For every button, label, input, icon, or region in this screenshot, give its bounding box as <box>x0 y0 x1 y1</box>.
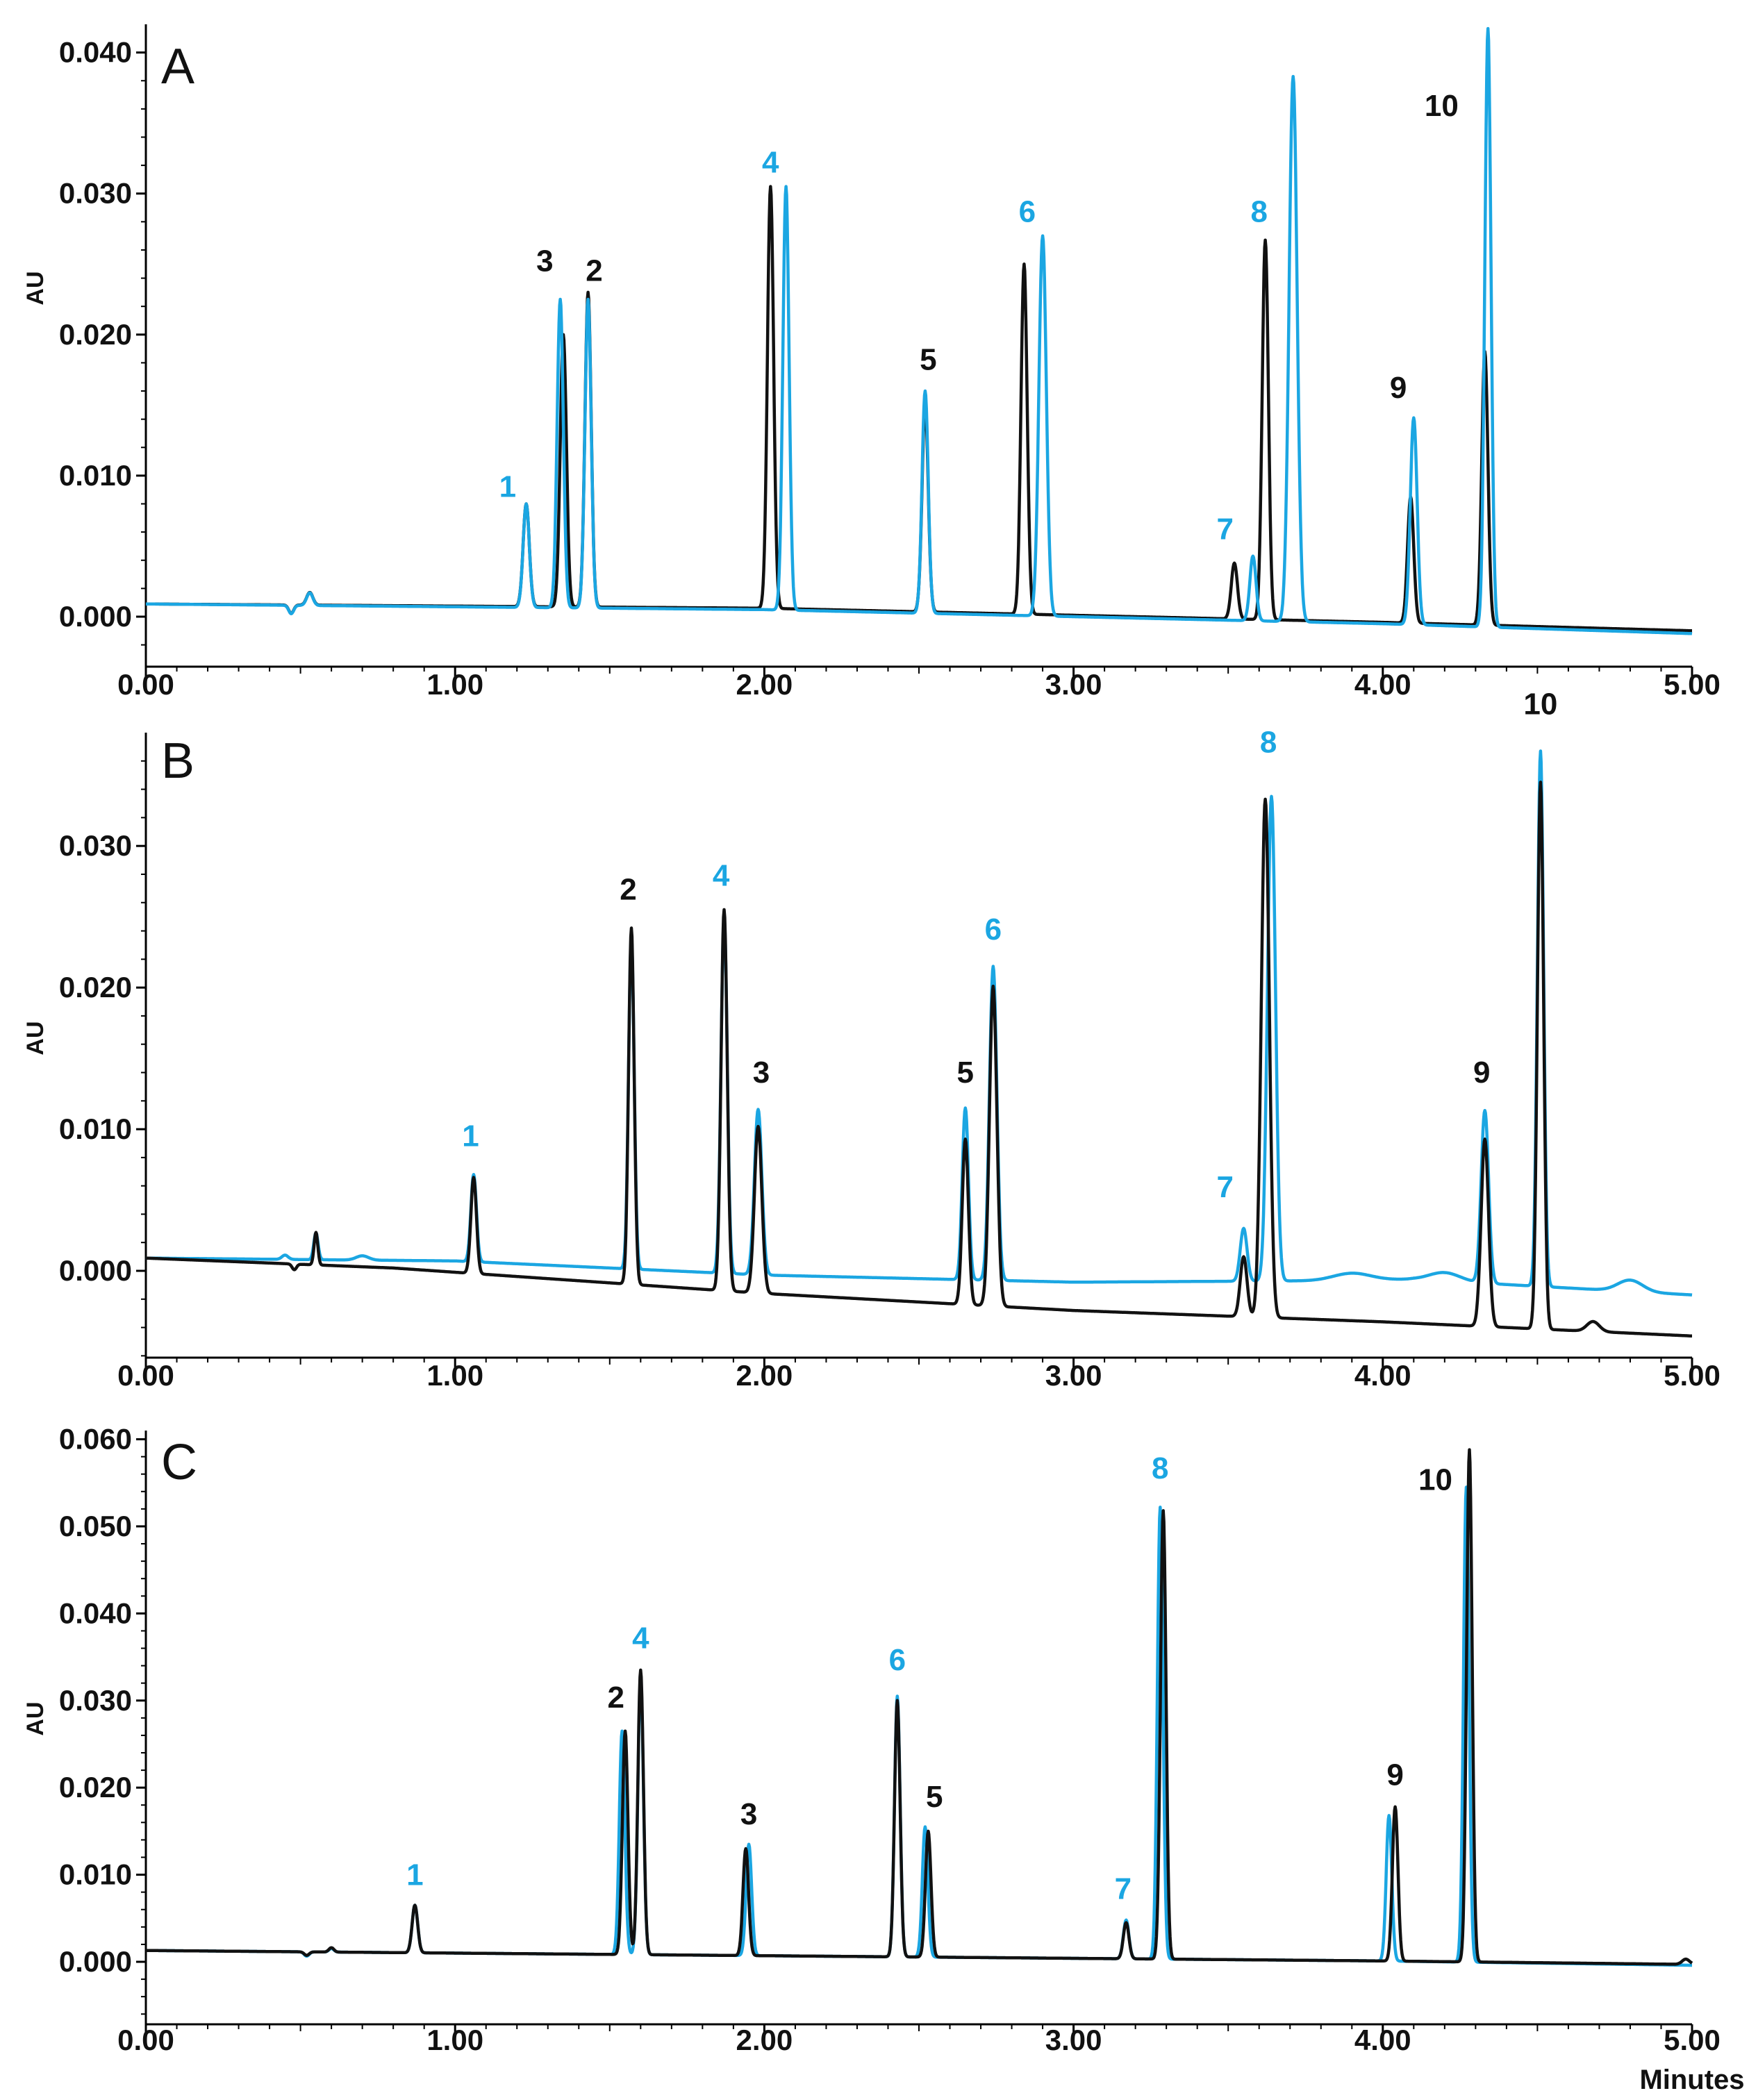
peak-label: 3 <box>753 1056 770 1090</box>
y-axis-label: AU <box>22 271 49 305</box>
y-tick-label: 0.030 <box>59 829 132 862</box>
peak-label: 3 <box>740 1797 757 1831</box>
trace-blue <box>144 1485 1693 1967</box>
y-tick-label: 0.010 <box>59 459 132 492</box>
x-tick-label: 4.00 <box>1354 668 1411 701</box>
x-tick-label: 1.00 <box>426 1359 483 1392</box>
peak-label: 9 <box>1390 371 1407 405</box>
peak-label: 4 <box>632 1622 649 1656</box>
peak-label: 6 <box>985 912 1002 947</box>
x-tick-label: 4.00 <box>1354 2024 1411 2056</box>
peak-label: 4 <box>713 858 730 892</box>
y-tick-label: 0.000 <box>59 600 132 633</box>
peak-label: 9 <box>1473 1056 1490 1090</box>
x-tick-label: 5.00 <box>1664 1359 1721 1392</box>
x-tick-label: 5.00 <box>1664 668 1721 701</box>
peak-label: 2 <box>607 1681 624 1715</box>
x-tick-label: 1.00 <box>426 668 483 701</box>
y-tick-label: 0.050 <box>59 1510 132 1542</box>
trace-black <box>144 781 1693 1338</box>
x-tick-label: 0.00 <box>117 1359 174 1392</box>
peak-label: 3 <box>536 244 553 278</box>
y-tick-label: 0.020 <box>59 1771 132 1803</box>
y-tick-label: 0.010 <box>59 1858 132 1891</box>
x-tick-label: 4.00 <box>1354 1359 1411 1392</box>
x-tick-label: 3.00 <box>1045 668 1102 701</box>
peak-label: 7 <box>1217 1170 1234 1204</box>
peak-label: 2 <box>586 254 602 288</box>
x-tick-label: 2.00 <box>736 2024 793 2056</box>
y-tick-label: 0.040 <box>59 1597 132 1629</box>
peak-label: 4 <box>762 145 779 179</box>
trace-black <box>144 1448 1693 1966</box>
x-tick-label: 0.00 <box>117 668 174 701</box>
peak-label: 5 <box>957 1056 974 1090</box>
trace-blue <box>144 26 1693 635</box>
peak-label: 7 <box>1115 1872 1132 1906</box>
x-tick-label: 3.00 <box>1045 1359 1102 1392</box>
x-axis-label: Minutes <box>1639 2065 1744 2095</box>
peak-label: 10 <box>1425 89 1459 123</box>
trace-blue <box>144 749 1693 1297</box>
peak-label: 1 <box>406 1858 423 1892</box>
panel-c: 0.00 1.00 2.00 3.00 4.00 5.00 0.000 0.010 0.020 0… <box>22 1423 1745 2095</box>
y-tick-label: 0.000 <box>59 1945 132 1978</box>
y-tick-label: 0.020 <box>59 318 132 351</box>
peak-label: 5 <box>926 1780 943 1814</box>
y-tick-label: 0.040 <box>59 36 132 69</box>
peak-label: 1 <box>462 1119 479 1153</box>
peak-label: 10 <box>1418 1462 1452 1497</box>
y-tick-label: 0.020 <box>59 971 132 1003</box>
x-tick-label: 2.00 <box>736 668 793 701</box>
peak-label: 10 <box>1523 687 1557 721</box>
x-tick-label: 5.00 <box>1664 2024 1721 2056</box>
x-tick-label: 3.00 <box>1045 2024 1102 2056</box>
peak-label: 8 <box>1260 726 1277 760</box>
y-tick-label: 0.030 <box>59 1684 132 1717</box>
peak-label: 6 <box>1019 194 1036 228</box>
x-tick-label: 2.00 <box>736 1359 793 1392</box>
y-axis-label: AU <box>22 1021 49 1055</box>
peak-label: 5 <box>920 343 936 377</box>
y-tick-label: 0.060 <box>59 1423 132 1456</box>
peak-label: 8 <box>1152 1451 1168 1485</box>
peak-label: 8 <box>1250 194 1267 228</box>
peak-label: 9 <box>1386 1758 1403 1792</box>
y-axis-label: AU <box>22 1701 49 1735</box>
panel-b: 0.00 1.00 2.00 3.00 4.00 5.00 0.000 0.010 0.020 0… <box>22 687 1721 1392</box>
peak-label: 7 <box>1217 512 1234 546</box>
y-tick-label: 0.030 <box>59 177 132 210</box>
panel-letter: B <box>161 733 194 789</box>
panel-a: 0.00 1.00 2.00 3.00 4.00 5.00 0.000 0.010 0.020 0… <box>22 24 1721 701</box>
panel-letter: C <box>161 1435 197 1490</box>
peak-label: 2 <box>620 873 636 907</box>
y-tick-label: 0.000 <box>59 1254 132 1287</box>
y-tick-label: 0.010 <box>59 1112 132 1145</box>
panel-letter: A <box>161 39 194 94</box>
x-tick-label: 1.00 <box>426 2024 483 2056</box>
peak-label: 1 <box>499 469 516 503</box>
x-tick-label: 0.00 <box>117 2024 174 2056</box>
peak-label: 6 <box>889 1643 906 1677</box>
